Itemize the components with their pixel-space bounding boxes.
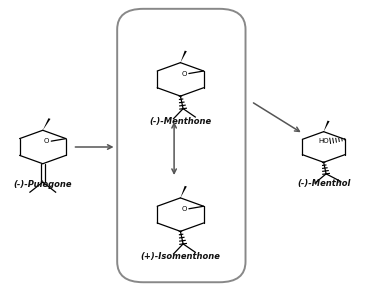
Polygon shape <box>180 51 187 63</box>
Text: O: O <box>182 71 187 76</box>
Polygon shape <box>43 118 51 130</box>
Text: O: O <box>182 206 187 212</box>
Text: (-)-Menthone: (-)-Menthone <box>149 117 212 126</box>
Text: (-)-Menthol: (-)-Menthol <box>297 178 350 188</box>
Text: O: O <box>44 138 49 144</box>
Text: HO: HO <box>318 138 329 144</box>
Polygon shape <box>180 186 187 198</box>
Text: (-)-Pulegone: (-)-Pulegone <box>13 180 72 189</box>
Text: (+)-Isomenthone: (+)-Isomenthone <box>141 252 220 261</box>
Polygon shape <box>324 121 330 132</box>
